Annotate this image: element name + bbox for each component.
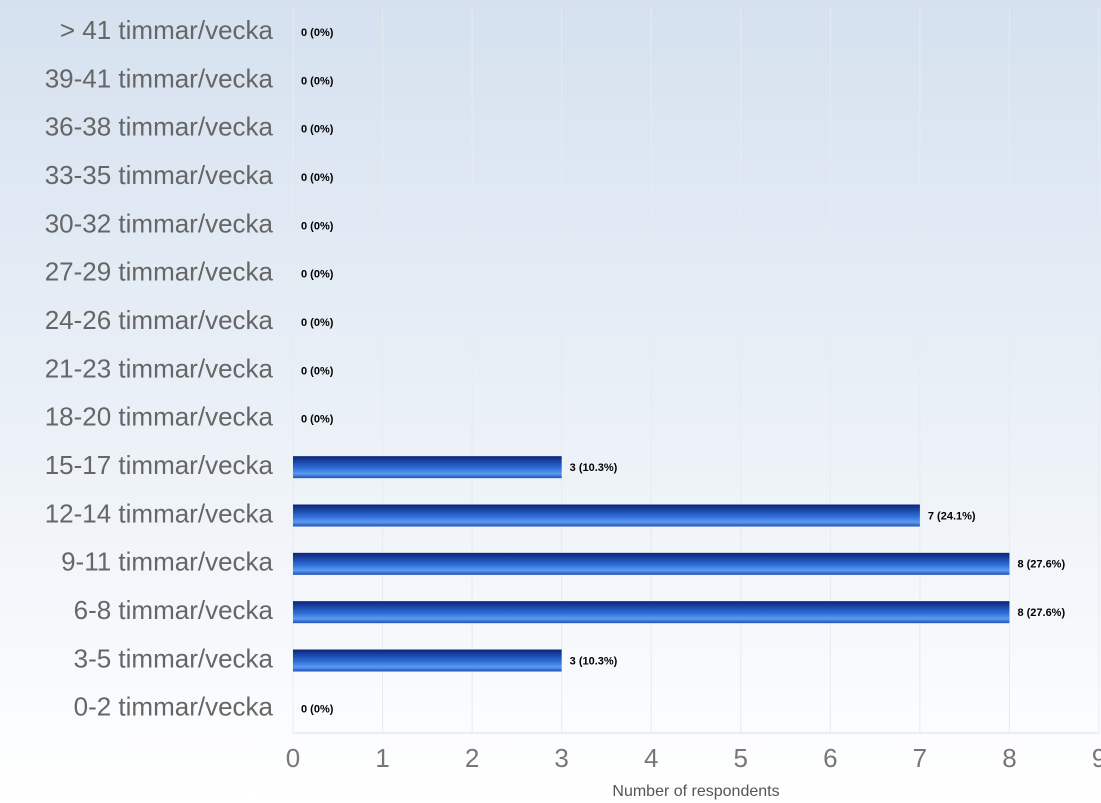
y-tick-label: 27-29 timmar/vecka bbox=[45, 257, 274, 287]
value-label: 0 (0%) bbox=[301, 220, 334, 232]
value-label: 0 (0%) bbox=[301, 365, 334, 377]
x-tick-label: 5 bbox=[734, 743, 748, 773]
x-tick-label: 6 bbox=[823, 743, 837, 773]
bar bbox=[293, 601, 1010, 624]
bar bbox=[293, 649, 562, 672]
bar bbox=[293, 456, 562, 479]
y-tick-label: 24-26 timmar/vecka bbox=[45, 305, 274, 335]
value-label: 0 (0%) bbox=[301, 704, 334, 716]
y-tick-label: 15-17 timmar/vecka bbox=[45, 450, 274, 480]
bar bbox=[293, 504, 920, 527]
x-tick-label: 9 bbox=[1092, 743, 1101, 773]
x-axis-label: Number of respondents bbox=[612, 783, 779, 800]
value-label: 8 (27.6%) bbox=[1017, 607, 1065, 619]
y-tick-label: 21-23 timmar/vecka bbox=[45, 353, 274, 383]
y-tick-label: 39-41 timmar/vecka bbox=[45, 63, 274, 93]
x-tick-label: 7 bbox=[913, 743, 927, 773]
y-tick-label: > 41 timmar/vecka bbox=[60, 15, 274, 45]
y-tick-label: 3-5 timmar/vecka bbox=[74, 643, 274, 673]
value-label: 7 (24.1%) bbox=[928, 510, 976, 522]
y-tick-label: 30-32 timmar/vecka bbox=[45, 208, 274, 238]
value-label: 3 (10.3%) bbox=[570, 655, 618, 667]
value-label: 0 (0%) bbox=[301, 269, 334, 281]
x-tick-label: 8 bbox=[1002, 743, 1016, 773]
x-tick-label: 2 bbox=[465, 743, 479, 773]
value-label: 3 (10.3%) bbox=[570, 462, 618, 474]
y-tick-label: 9-11 timmar/vecka bbox=[61, 547, 273, 577]
value-label: 8 (27.6%) bbox=[1017, 559, 1065, 571]
x-tick-label: 1 bbox=[375, 743, 389, 773]
x-tick-label: 0 bbox=[286, 743, 300, 773]
y-tick-label: 18-20 timmar/vecka bbox=[45, 402, 274, 432]
y-tick-label: 12-14 timmar/vecka bbox=[45, 498, 274, 528]
y-tick-label: 0-2 timmar/vecka bbox=[74, 692, 274, 722]
value-label: 0 (0%) bbox=[301, 124, 334, 136]
value-label: 0 (0%) bbox=[301, 75, 334, 87]
value-label: 0 (0%) bbox=[301, 172, 334, 184]
value-label: 0 (0%) bbox=[301, 317, 334, 329]
y-tick-label: 36-38 timmar/vecka bbox=[45, 112, 274, 142]
y-tick-label: 6-8 timmar/vecka bbox=[74, 595, 274, 625]
x-tick-label: 4 bbox=[644, 743, 658, 773]
y-tick-label: 33-35 timmar/vecka bbox=[45, 160, 274, 190]
value-label: 0 (0%) bbox=[301, 414, 334, 426]
bar bbox=[293, 552, 1010, 575]
x-tick-label: 3 bbox=[554, 743, 568, 773]
value-label: 0 (0%) bbox=[301, 27, 334, 39]
